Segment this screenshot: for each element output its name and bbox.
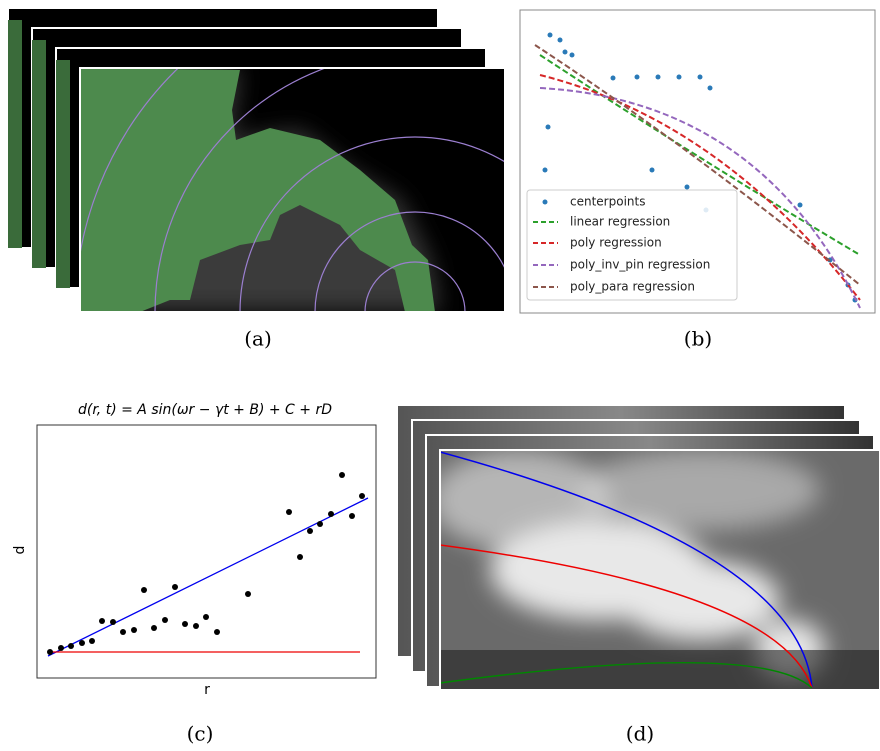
front-image — [80, 68, 505, 312]
legend-label: linear regression — [570, 215, 670, 229]
x-axis-label: r — [204, 682, 210, 698]
panel-a: (a) — [7, 7, 506, 351]
panel-b: centerpoints linear regression poly regr… — [519, 9, 876, 351]
points — [47, 472, 365, 655]
legend — [526, 189, 738, 301]
legend-label: poly_para regression — [570, 280, 695, 294]
panel-c: d(r, t) = A sin(ωr − γt + B) + C + rD r … — [12, 402, 377, 746]
plot-title: d(r, t) = A sin(ωr − γt + B) + C + rD — [78, 402, 332, 418]
caption: (a) — [244, 327, 272, 351]
y-axis-label: d — [12, 546, 28, 555]
panel-d: (d) — [396, 404, 880, 746]
legend-label: centerpoints — [570, 195, 645, 209]
frame-strip — [32, 40, 46, 268]
caption: (d) — [626, 722, 654, 746]
caption: (c) — [187, 722, 214, 746]
front-image — [440, 450, 880, 690]
fit-line — [47, 497, 369, 657]
frame-strip — [56, 60, 70, 288]
plot-frame — [36, 424, 377, 679]
legend-label: poly_inv_pin regression — [570, 258, 710, 272]
legend-label: poly regression — [570, 236, 662, 250]
caption: (b) — [684, 327, 712, 351]
frame-strip — [8, 20, 22, 248]
